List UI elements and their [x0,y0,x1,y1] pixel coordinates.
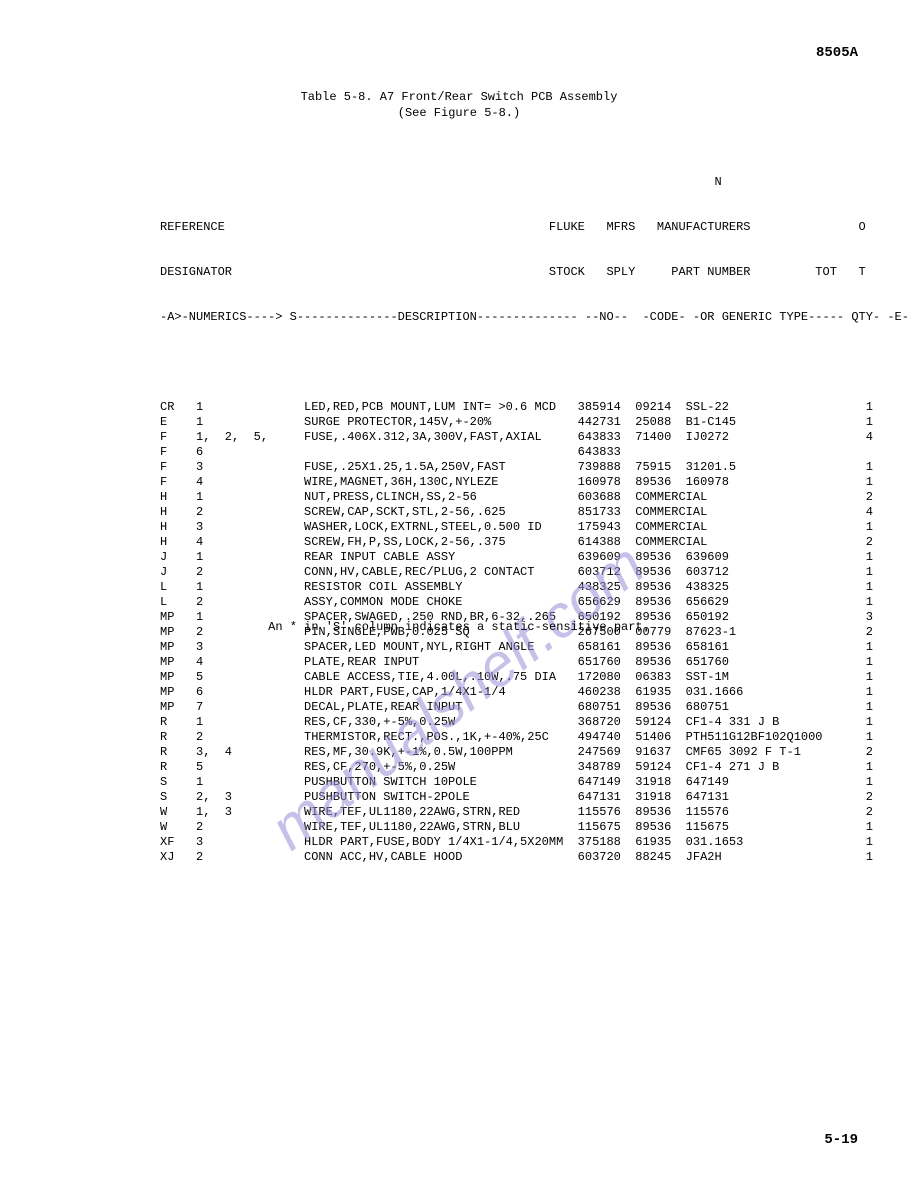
title-line-1: Table 5-8. A7 Front/Rear Switch PCB Asse… [0,90,918,106]
page-number: 5-19 [824,1132,858,1148]
table-row: H 2 SCREW,CAP,SCKT,STL,2-56,.625 851733 … [160,505,909,520]
table-row: S 2, 3 PUSHBUTTON SWITCH-2POLE 647131 31… [160,790,909,805]
table-row: L 2 ASSY,COMMON MODE CHOKE 656629 89536 … [160,595,909,610]
table-row: W 2 WIRE,TEF,UL1180,22AWG,STRN,BLU 11567… [160,820,909,835]
table-row: MP 6 HLDR PART,FUSE,CAP,1/4X1-1/4 460238… [160,685,909,700]
title-block: Table 5-8. A7 Front/Rear Switch PCB Asse… [0,90,918,121]
table-row: F 4 WIRE,MAGNET,36H,130C,NYLEZE 160978 8… [160,475,909,490]
page: 8505A Table 5-8. A7 Front/Rear Switch PC… [0,0,918,1188]
header-line: -A>-NUMERICS----> S--------------DESCRIP… [160,310,909,325]
table-row: MP 5 CABLE ACCESS,TIE,4.00L,.10W,.75 DIA… [160,670,909,685]
table-row: H 4 SCREW,FH,P,SS,LOCK,2-56,.375 614388 … [160,535,909,550]
table-row: E 1 SURGE PROTECTOR,145V,+-20% 442731 25… [160,415,909,430]
title-line-2: (See Figure 5-8.) [0,106,918,122]
document-number: 8505A [816,45,858,61]
table-row: W 1, 3 WIRE,TEF,UL1180,22AWG,STRN,RED 11… [160,805,909,820]
table-row: CR 1 LED,RED,PCB MOUNT,LUM INT= >0.6 MCD… [160,400,909,415]
table-row: XF 3 HLDR PART,FUSE,BODY 1/4X1-1/4,5X20M… [160,835,909,850]
table-row: XJ 2 CONN ACC,HV,CABLE HOOD 603720 88245… [160,850,909,865]
table-row: MP 7 DECAL,PLATE,REAR INPUT 680751 89536… [160,700,909,715]
table-row: S 1 PUSHBUTTON SWITCH 10POLE 647149 3191… [160,775,909,790]
header-line: DESIGNATOR STOCK SPLY PART NUMBER TOT T [160,265,909,280]
table-row: R 1 RES,CF,330,+-5%,0.25W 368720 59124 C… [160,715,909,730]
table-row: L 1 RESISTOR COIL ASSEMBLY 438325 89536 … [160,580,909,595]
table-row: J 1 REAR INPUT CABLE ASSY 639609 89536 6… [160,550,909,565]
table-row: H 3 WASHER,LOCK,EXTRNL,STEEL,0.500 ID 17… [160,520,909,535]
header-line: N [160,175,909,190]
table-row: J 2 CONN,HV,CABLE,REC/PLUG,2 CONTACT 603… [160,565,909,580]
table-row: F 3 FUSE,.25X1.25,1.5A,250V,FAST 739888 … [160,460,909,475]
table-row: R 5 RES,CF,270,+-5%,0.25W 348789 59124 C… [160,760,909,775]
table-row: F 1, 2, 5, FUSE,.406X.312,3A,300V,FAST,A… [160,430,909,445]
table-row: R 2 THERMISTOR,RECT.,POS.,1K,+-40%,25C 4… [160,730,909,745]
blank-line [160,355,909,370]
table-row: F 6 643833 [160,445,909,460]
table-row: H 1 NUT,PRESS,CLINCH,SS,2-56 603688 COMM… [160,490,909,505]
parts-table: N REFERENCE FLUKE MFRS MANUFACTURERS O D… [160,145,909,895]
footnote: An * in 'S' column indicates a static-se… [0,620,918,634]
table-row: MP 4 PLATE,REAR INPUT 651760 89536 65176… [160,655,909,670]
table-row: R 3, 4 RES,MF,30.9K,+-1%,0.5W,100PPM 247… [160,745,909,760]
table-row: MP 3 SPACER,LED MOUNT,NYL,RIGHT ANGLE 65… [160,640,909,655]
header-line: REFERENCE FLUKE MFRS MANUFACTURERS O [160,220,909,235]
